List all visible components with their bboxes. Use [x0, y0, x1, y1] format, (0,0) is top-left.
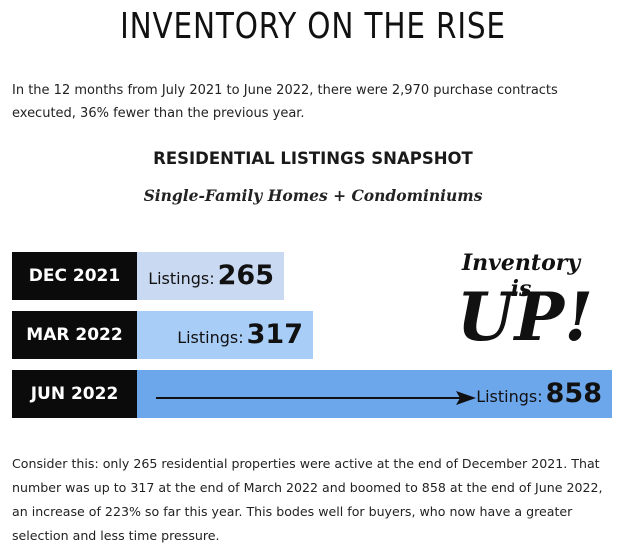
- page-title: INVENTORY ON THE RISE: [120, 6, 506, 47]
- bar-category-label: MAR 2022: [12, 311, 137, 359]
- callout-line-2: UP!: [456, 278, 594, 356]
- bar-data-label: Listings: 265: [148, 252, 274, 300]
- bar-value: 317: [246, 319, 303, 350]
- bar-value: 265: [217, 260, 274, 291]
- bar: Listings: 858: [137, 370, 612, 418]
- bar-value: 858: [545, 378, 602, 409]
- bar-value-prefix: Listings:: [177, 328, 244, 347]
- bar-data-label: Listings: 858: [476, 370, 602, 418]
- bar-data-label: Listings: 317: [177, 311, 303, 359]
- bar: Listings: 265: [137, 252, 284, 300]
- chart-subtitle: Single-Family Homes + Condominiums: [143, 186, 483, 205]
- intro-paragraph: In the 12 months from July 2021 to June …: [12, 83, 558, 121]
- body-paragraph: Consider this: only 265 residential prop…: [12, 456, 603, 543]
- bar-value-prefix: Listings:: [476, 387, 543, 406]
- bar: Listings: 317: [137, 311, 313, 359]
- bar-category-label: JUN 2022: [12, 370, 137, 418]
- chart-title: RESIDENTIAL LISTINGS SNAPSHOT: [153, 149, 473, 168]
- bar-value-prefix: Listings:: [148, 269, 215, 288]
- bar-category-label: DEC 2021: [12, 252, 137, 300]
- arrow-icon: [156, 391, 476, 405]
- callout-line-1: Inventory is: [461, 250, 581, 302]
